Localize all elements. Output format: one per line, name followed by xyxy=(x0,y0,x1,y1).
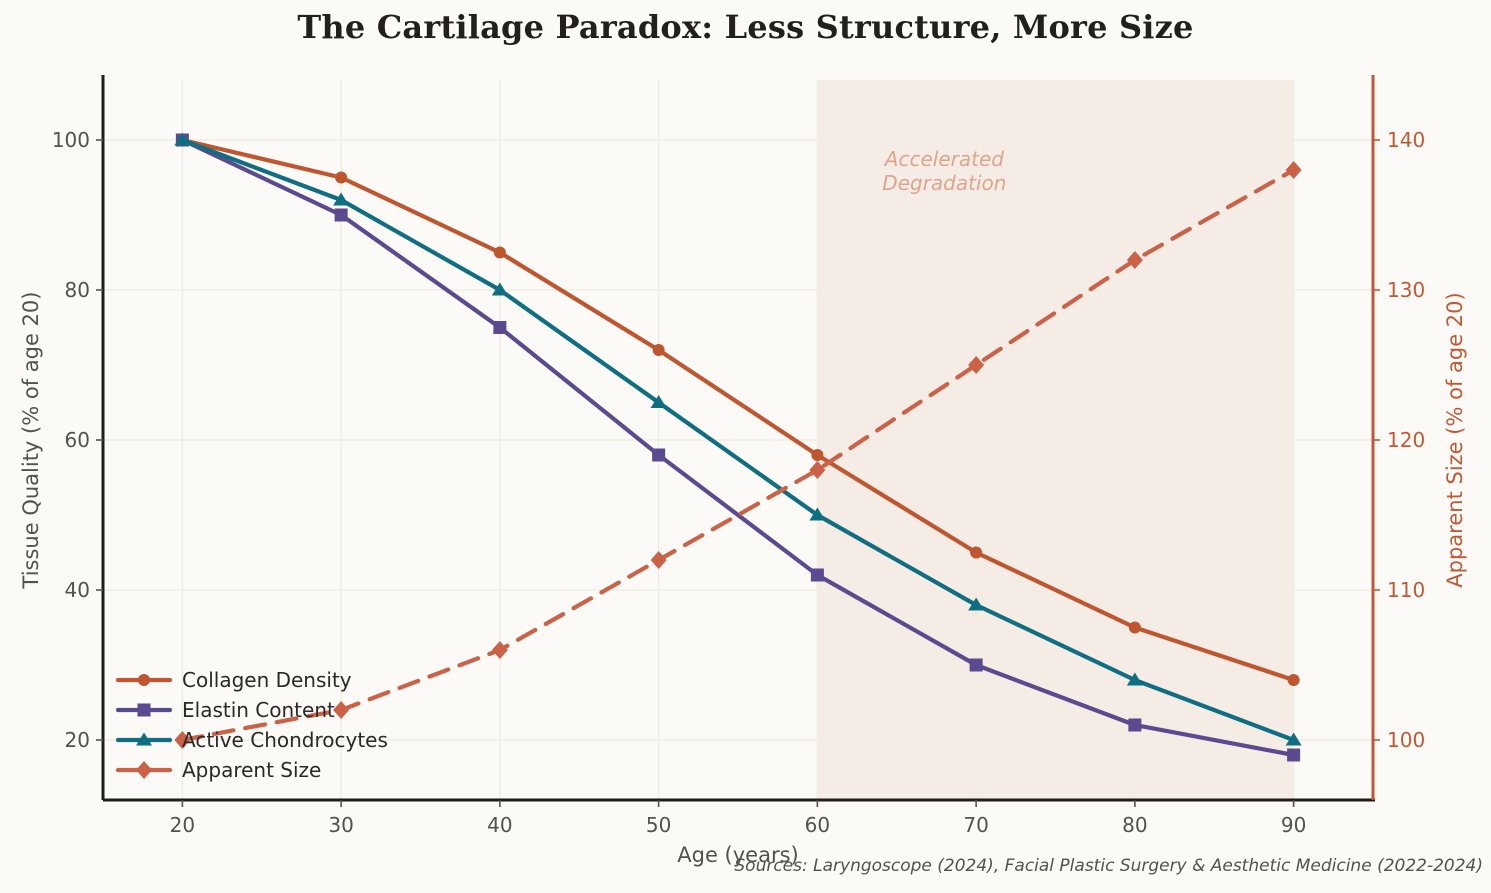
xtick-label-6: 80 xyxy=(1122,813,1147,837)
ytick-label-right-0: 100 xyxy=(1387,728,1425,752)
ytick-label-left-4: 100 xyxy=(52,128,90,152)
marker-collagen-density-6 xyxy=(1128,621,1141,634)
xtick-label-1: 30 xyxy=(328,813,353,837)
xtick-label-5: 70 xyxy=(963,813,988,837)
marker-active-chondrocytes-2 xyxy=(491,282,508,296)
legend-label-apparent-size: Apparent Size xyxy=(182,758,321,782)
marker-apparent-size-legend xyxy=(136,761,152,779)
marker-active-chondrocytes-4 xyxy=(809,507,826,521)
marker-active-chondrocytes-7 xyxy=(1285,732,1302,746)
marker-elastin-content-5 xyxy=(969,658,983,672)
ytick-label-right-2: 120 xyxy=(1387,428,1425,452)
marker-collagen-density-4 xyxy=(811,449,824,461)
axis-title-y-right: Apparent Size (% of age 20) xyxy=(1443,292,1467,587)
ytick-label-left-0: 20 xyxy=(65,728,90,752)
marker-apparent-size-1 xyxy=(333,701,350,719)
marker-active-chondrocytes-5 xyxy=(968,597,985,611)
legend-label-active-chondrocytes: Active Chondrocytes xyxy=(182,728,388,752)
series-line-collagen-density xyxy=(180,137,1296,683)
marker-collagen-density-3 xyxy=(652,344,665,356)
marker-elastin-content-4 xyxy=(810,568,824,582)
marker-apparent-size-4 xyxy=(809,461,826,479)
axis-title-x: Age (years) xyxy=(677,843,798,867)
ytick-label-right-1: 110 xyxy=(1387,578,1425,602)
legend-label-collagen-density: Collagen Density xyxy=(182,668,352,692)
marker-collagen-density-2 xyxy=(493,246,506,259)
annotation-0-line1: Accelerated xyxy=(883,147,1004,171)
xtick-label-4: 60 xyxy=(805,813,830,837)
annotation-0-line2: Degradation xyxy=(882,171,1006,195)
source-note: Sources: Laryngoscope (2024), Facial Pla… xyxy=(734,856,1483,876)
marker-collagen-density-5 xyxy=(970,546,983,559)
marker-collagen-density-7 xyxy=(1287,674,1300,686)
marker-elastin-content-2 xyxy=(493,321,507,334)
ytick-label-left-2: 60 xyxy=(65,428,90,452)
ytick-label-right-4: 140 xyxy=(1387,128,1425,152)
marker-apparent-size-2 xyxy=(491,641,508,659)
marker-collagen-density-1 xyxy=(335,171,348,184)
xtick-label-2: 40 xyxy=(487,813,512,837)
series-line-elastin-content xyxy=(180,137,1296,758)
marker-apparent-size-3 xyxy=(650,551,667,569)
marker-active-chondrocytes-0 xyxy=(174,132,191,146)
marker-active-chondrocytes-1 xyxy=(333,192,350,206)
ytick-label-left-1: 40 xyxy=(65,578,90,602)
page-title: The Cartilage Paradox: Less Structure, M… xyxy=(297,8,1194,46)
series-line-apparent-size xyxy=(180,167,1296,743)
ytick-label-right-3: 130 xyxy=(1387,278,1425,302)
series-line-active-chondrocytes xyxy=(180,137,1296,743)
marker-active-chondrocytes-6 xyxy=(1126,672,1143,686)
xtick-label-3: 50 xyxy=(646,813,671,837)
marker-apparent-size-5 xyxy=(968,356,985,374)
marker-elastin-content-legend xyxy=(137,703,151,717)
xtick-label-7: 90 xyxy=(1281,813,1306,837)
marker-elastin-content-3 xyxy=(652,448,666,462)
marker-active-chondrocytes-legend xyxy=(136,732,152,746)
marker-apparent-size-0 xyxy=(174,731,191,749)
marker-elastin-content-6 xyxy=(1128,718,1142,732)
xtick-label-0: 20 xyxy=(170,813,195,837)
legend-label-elastin-content: Elastin Content xyxy=(182,698,335,722)
axis-title-y-left: Tissue Quality (% of age 20) xyxy=(19,292,43,590)
marker-active-chondrocytes-3 xyxy=(650,395,667,408)
marker-elastin-content-7 xyxy=(1287,748,1301,762)
marker-apparent-size-7 xyxy=(1285,161,1302,179)
ytick-label-left-3: 80 xyxy=(65,278,90,302)
marker-elastin-content-1 xyxy=(334,208,348,222)
marker-collagen-density-legend xyxy=(138,674,150,686)
marker-apparent-size-6 xyxy=(1126,251,1143,269)
